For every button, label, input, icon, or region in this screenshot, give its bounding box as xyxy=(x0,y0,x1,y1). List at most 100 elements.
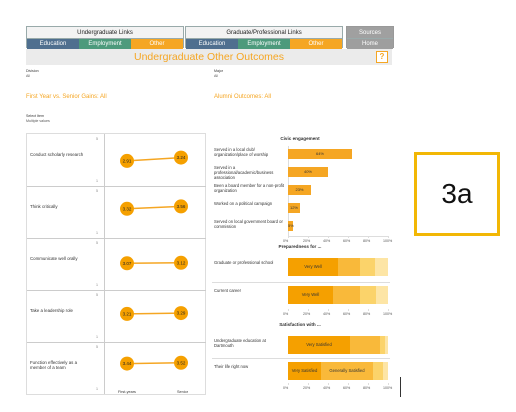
civic-bar[interactable]: 64% xyxy=(288,149,352,159)
axis-tick-mark xyxy=(308,236,309,238)
satisfaction-stacked-bar[interactable]: Very Satisfied xyxy=(288,336,388,354)
slide-badge: 3a xyxy=(414,152,500,236)
preparedness-segment: Very Well xyxy=(288,286,333,304)
satisfaction-segment xyxy=(373,362,383,380)
satisfaction-row-label: Their life right now xyxy=(214,364,249,369)
axis-tick-mark xyxy=(388,236,389,238)
preparedness-title: Preparedness for ... xyxy=(278,244,322,249)
satisfaction-title: Satisfaction with ... xyxy=(279,322,321,327)
y-tick-top: 5 xyxy=(96,345,98,349)
gains-plot-cell xyxy=(104,134,206,186)
axis-tick-mark xyxy=(288,236,289,238)
grad-links-title: Graduate/Professional Links xyxy=(186,27,342,39)
senior-point[interactable] xyxy=(174,306,188,321)
axis-tick-label: 60% xyxy=(343,239,351,243)
y-tick-bottom: 1 xyxy=(96,335,98,339)
undergrad-education-button[interactable]: Education xyxy=(27,39,79,49)
axis-tick-mark xyxy=(308,309,309,311)
grad-other-button[interactable]: Other xyxy=(290,39,342,49)
gains-panel xyxy=(26,133,206,395)
page-title: Undergraduate Other Outcomes xyxy=(134,51,284,63)
axis-tick-label: 60% xyxy=(343,312,351,316)
civic-bar[interactable]: 12% xyxy=(288,203,300,213)
senior-point[interactable] xyxy=(174,355,188,370)
gains-row-svg: 3.07 3.12 xyxy=(120,255,188,271)
grad-employment-button[interactable]: Employment xyxy=(238,39,290,49)
division-value[interactable]: All xyxy=(26,74,30,78)
first-year-point[interactable] xyxy=(120,356,134,371)
grad-links-group: Graduate/Professional Links Education Em… xyxy=(185,26,343,49)
y-tick-bottom: 1 xyxy=(96,231,98,235)
help-icon[interactable]: ? xyxy=(376,51,388,63)
gains-row-svg: 2.91 3.24 xyxy=(120,150,188,168)
gains-row-label: Function effectively as a member of a te… xyxy=(30,360,78,371)
axis-tick-label: 20% xyxy=(303,239,311,243)
axis-tick-mark xyxy=(328,383,329,385)
undergrad-other-button[interactable]: Other xyxy=(131,39,183,49)
axis-tick-label: 20% xyxy=(303,312,311,316)
gains-row-svg: 3.44 3.52 xyxy=(120,355,188,371)
home-button[interactable]: Home xyxy=(347,39,393,49)
gains-section-title: First Year vs. Senior Gains: All xyxy=(26,94,107,100)
civic-bar[interactable]: 5% xyxy=(288,221,294,231)
y-tick-bottom: 1 xyxy=(96,387,98,391)
axis-tick-label: 40% xyxy=(323,386,331,390)
preparedness-segment xyxy=(375,258,388,276)
first-year-point[interactable] xyxy=(120,256,134,271)
sources-button[interactable]: Sources xyxy=(347,27,393,39)
civic-bar[interactable]: 23% xyxy=(288,185,311,195)
axis-tick-label: 0% xyxy=(283,386,289,390)
preparedness-stacked-bar[interactable]: Very Well xyxy=(288,286,388,304)
senior-point[interactable] xyxy=(174,199,188,214)
gains-plot-cell xyxy=(104,238,206,290)
gains-row-label: Communicate well orally xyxy=(30,256,78,261)
select-item-value[interactable]: Multiple values xyxy=(26,119,50,123)
senior-point[interactable] xyxy=(174,255,188,270)
civic-bar[interactable]: 40% xyxy=(288,167,328,177)
first-year-point-label: 3.07 xyxy=(123,261,132,266)
first-year-point-label: 2.91 xyxy=(123,159,132,164)
undergrad-employment-button[interactable]: Employment xyxy=(79,39,131,49)
y-tick-top: 5 xyxy=(96,241,98,245)
senior-point[interactable] xyxy=(174,150,188,165)
first-year-point-label: 3.44 xyxy=(123,361,132,366)
senior-point-label: 3.24 xyxy=(177,155,186,160)
satisfaction-stacked-bar[interactable]: Very Satisfied Generally Satisfied xyxy=(288,362,388,380)
satisfaction-segment: Very Satisfied xyxy=(288,336,350,354)
y-tick-top: 5 xyxy=(96,189,98,193)
satisfaction-segment xyxy=(350,336,380,354)
axis-tick-label: 60% xyxy=(343,386,351,390)
senior-point-label: 3.29 xyxy=(177,311,186,316)
axis-tick-label: 80% xyxy=(363,312,371,316)
preparedness-segment xyxy=(376,286,388,304)
senior-point-label: 3.56 xyxy=(177,204,186,209)
row-separator xyxy=(27,290,206,291)
first-year-point[interactable] xyxy=(120,153,134,168)
division-label: Division xyxy=(26,69,39,73)
axis-tick-label: 20% xyxy=(303,386,311,390)
axis-tick-label: 40% xyxy=(323,312,331,316)
first-year-point[interactable] xyxy=(120,201,134,216)
civic-bar-label: Worked on a political campaign xyxy=(214,201,273,206)
major-value[interactable]: All xyxy=(214,74,218,78)
satisfaction-segment xyxy=(383,362,388,380)
axis-tick-label: 80% xyxy=(363,239,371,243)
grad-education-button[interactable]: Education xyxy=(186,39,238,49)
gains-plot-cell xyxy=(104,290,206,342)
civic-bar-label: Served in a professional/academic/busine… xyxy=(214,165,274,181)
major-label: Major xyxy=(214,69,223,73)
preparedness-row-label: Current career xyxy=(214,288,241,293)
preparedness-row-label: Graduate or professional school xyxy=(214,260,274,265)
undergrad-links-title: Undergraduate Links xyxy=(27,27,183,39)
gains-line xyxy=(126,262,182,265)
gains-row-svg: 3.32 3.56 xyxy=(120,199,188,216)
axis-tick-mark xyxy=(308,383,309,385)
axis-tick-label: 80% xyxy=(363,386,371,390)
y-tick-top: 5 xyxy=(96,293,98,297)
first-year-point-label: 3.21 xyxy=(123,312,132,317)
axis-tick-label: 100% xyxy=(383,239,393,243)
first-year-point[interactable] xyxy=(120,306,134,321)
axis-tick-label: 0% xyxy=(283,239,289,243)
preparedness-stacked-bar[interactable]: Very Well xyxy=(288,258,388,276)
row-separator xyxy=(27,238,206,239)
